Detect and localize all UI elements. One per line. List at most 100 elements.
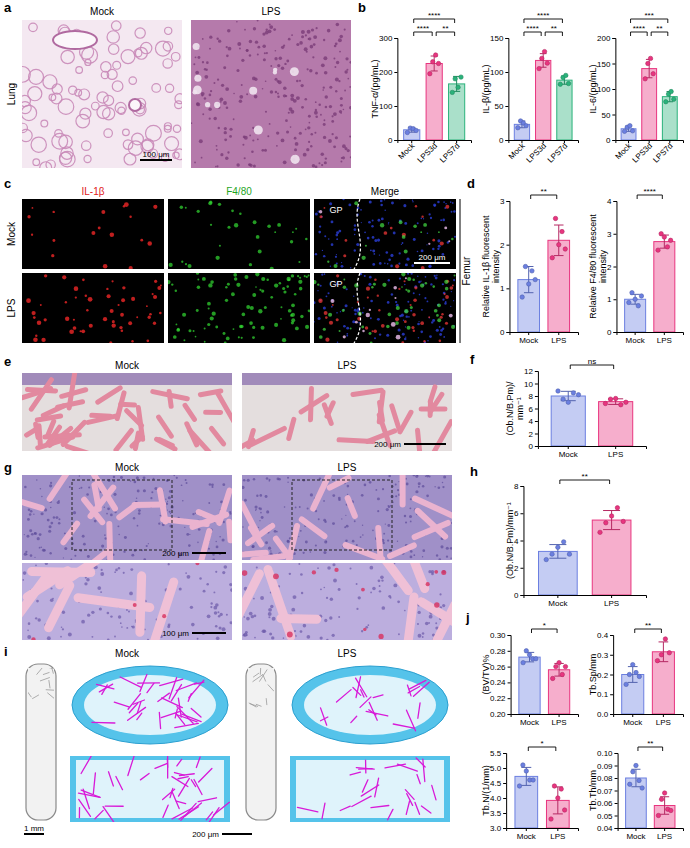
x-tick-label: LPS3d xyxy=(416,141,439,164)
texture xyxy=(287,481,288,482)
texture xyxy=(250,306,254,310)
texture xyxy=(148,316,151,319)
texture xyxy=(367,237,370,240)
texture xyxy=(324,540,327,543)
texture xyxy=(436,329,439,332)
texture xyxy=(306,148,309,151)
texture xyxy=(153,295,157,299)
texture xyxy=(224,342,227,343)
texture xyxy=(334,568,338,572)
texture xyxy=(387,539,389,541)
texture xyxy=(361,630,363,632)
texture xyxy=(152,293,154,295)
texture xyxy=(257,46,260,49)
texture xyxy=(420,321,424,325)
texture xyxy=(91,231,95,235)
texture xyxy=(199,512,219,520)
texture xyxy=(410,556,413,559)
texture xyxy=(244,275,248,279)
texture xyxy=(314,111,318,115)
texture xyxy=(260,512,262,514)
texture xyxy=(24,486,27,489)
texture xyxy=(323,306,326,309)
texture xyxy=(274,283,278,287)
texture xyxy=(185,572,187,574)
texture xyxy=(324,235,326,237)
texture xyxy=(94,520,97,523)
texture xyxy=(274,57,277,60)
texture xyxy=(410,304,412,306)
texture xyxy=(452,285,454,287)
texture xyxy=(206,583,209,586)
texture xyxy=(323,86,325,88)
texture xyxy=(317,283,319,285)
texture xyxy=(236,21,238,23)
texture xyxy=(330,597,333,600)
texture xyxy=(323,136,326,139)
texture xyxy=(95,810,103,818)
texture xyxy=(413,563,425,589)
texture xyxy=(157,439,175,449)
texture xyxy=(182,500,184,502)
texture xyxy=(222,483,225,486)
texture xyxy=(258,527,259,528)
texture xyxy=(369,702,377,720)
texture xyxy=(124,202,129,207)
texture xyxy=(291,274,294,277)
texture xyxy=(263,58,266,61)
significance-label: **** xyxy=(428,11,440,20)
texture xyxy=(454,275,456,277)
texture xyxy=(331,299,335,303)
texture xyxy=(333,112,337,116)
texture xyxy=(323,123,326,126)
texture xyxy=(116,776,123,789)
texture xyxy=(362,330,364,332)
texture xyxy=(304,47,308,51)
texture xyxy=(37,668,46,674)
texture xyxy=(271,636,274,639)
texture xyxy=(356,583,358,585)
texture xyxy=(428,265,430,267)
texture xyxy=(85,59,91,65)
texture xyxy=(378,579,381,582)
texture xyxy=(88,297,93,302)
texture xyxy=(150,497,152,499)
texture xyxy=(51,93,62,104)
texture xyxy=(100,591,102,593)
texture xyxy=(313,475,329,509)
texture xyxy=(87,613,90,616)
texture xyxy=(327,261,329,263)
texture xyxy=(101,544,104,547)
texture xyxy=(242,144,244,146)
texture xyxy=(433,422,451,451)
texture xyxy=(451,238,454,241)
texture xyxy=(49,552,51,554)
texture xyxy=(342,199,344,200)
texture xyxy=(130,480,132,482)
texture xyxy=(74,286,79,291)
row-label: LPS xyxy=(6,298,17,317)
texture xyxy=(423,340,425,342)
data-point xyxy=(545,61,549,65)
texture xyxy=(453,279,455,281)
texture xyxy=(184,527,185,528)
texture xyxy=(242,526,244,528)
texture xyxy=(444,293,446,295)
texture xyxy=(421,218,423,220)
texture xyxy=(384,199,386,200)
texture xyxy=(372,330,374,332)
texture xyxy=(197,542,199,544)
texture xyxy=(50,475,75,499)
texture xyxy=(159,417,172,436)
texture xyxy=(233,93,235,95)
texture xyxy=(64,532,66,534)
texture xyxy=(43,673,49,675)
texture xyxy=(315,116,318,119)
texture xyxy=(210,606,212,608)
texture xyxy=(307,30,311,34)
texture xyxy=(265,111,267,113)
texture xyxy=(214,102,220,108)
image-ground xyxy=(70,664,230,746)
texture xyxy=(211,428,223,444)
texture xyxy=(354,224,356,226)
